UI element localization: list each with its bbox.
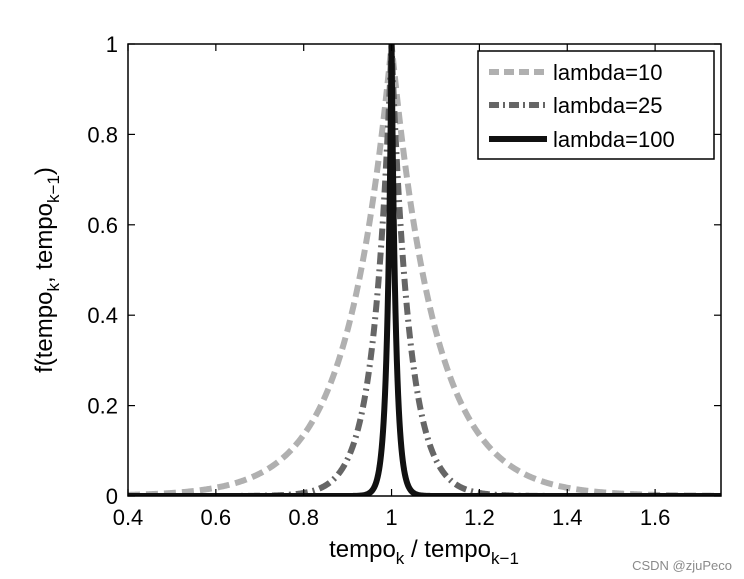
ticks-group: 0.4 0.6 0.8 1 1.2 1.4 1.6 0 0.2 0.4 0.6 0.8 1 (87, 32, 721, 530)
y-axis-label-sub1: k (44, 283, 63, 292)
legend-label-lambda-100: lambda=100 (553, 127, 675, 152)
y-tick-label: 0 (106, 484, 118, 509)
x-axis-label-sub1: k (396, 549, 405, 568)
y-axis-label-sub2: k−1 (44, 175, 63, 203)
plot-frame (127, 43, 722, 497)
y-axis-label-main: f(tempo (31, 292, 58, 373)
x-tick-label: 1 (385, 505, 397, 530)
x-axis-label-sub2: k−1 (491, 549, 519, 568)
x-tick-label: 0.4 (113, 505, 144, 530)
watermark: CSDN @zjuPeco (632, 558, 732, 573)
y-tick-label: 0.4 (87, 303, 118, 328)
y-axis-label-mid: , tempo (31, 203, 58, 283)
x-tick-label: 0.6 (201, 505, 232, 530)
x-axis-label-mid: / tempo (404, 536, 491, 563)
legend-label-lambda-25: lambda=25 (553, 93, 662, 118)
x-tick-label: 1.4 (552, 505, 583, 530)
x-tick-label: 1.6 (640, 505, 671, 530)
y-axis-label: f(tempok, tempok−1) (31, 167, 63, 373)
y-tick-label: 1 (106, 32, 118, 57)
y-tick-label: 0.8 (87, 122, 118, 147)
x-tick-label: 1.2 (464, 505, 495, 530)
x-axis-label: tempok / tempok−1 (329, 536, 519, 568)
legend: lambda=10 lambda=25 lambda=100 (477, 50, 715, 160)
y-tick-label: 0.2 (87, 394, 118, 419)
y-axis-label-end: ) (31, 167, 58, 175)
x-axis-label-main: tempo (329, 536, 396, 563)
legend-label-lambda-10: lambda=10 (553, 60, 662, 85)
y-tick-label: 0.6 (87, 213, 118, 238)
x-tick-label: 0.8 (288, 505, 319, 530)
